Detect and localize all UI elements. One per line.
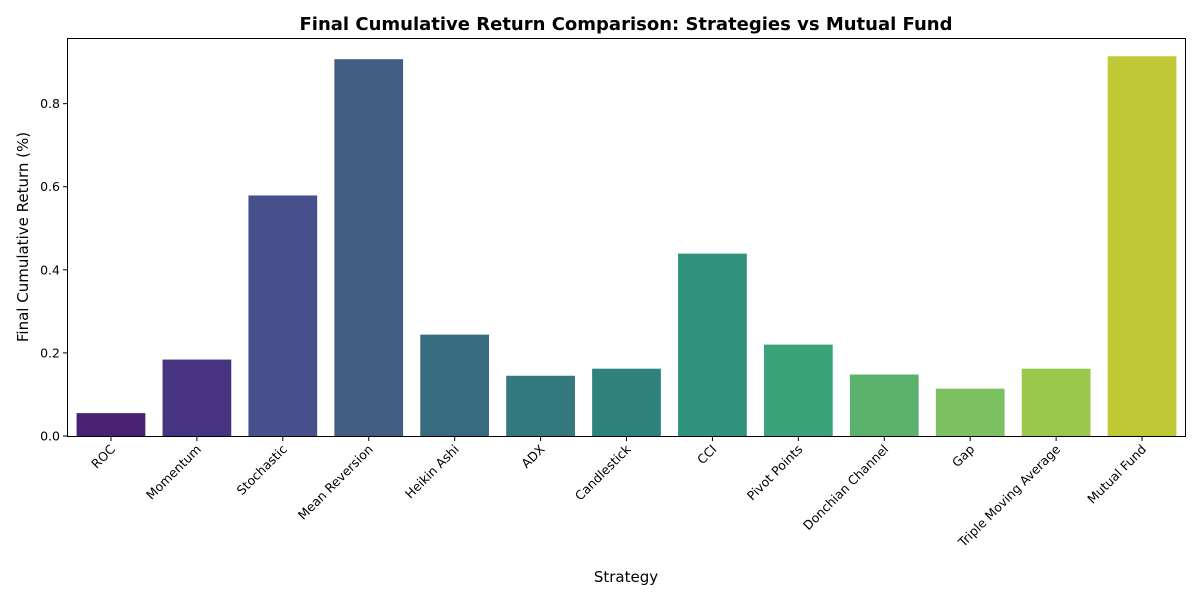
x-tick-label: Mutual Fund [1084,442,1149,507]
y-tick-label: 0.6 [40,179,60,194]
bar [162,359,232,436]
chart-title: Final Cumulative Return Comparison: Stra… [300,14,953,35]
bar [248,195,318,436]
x-tick-label: Donchian Channel [800,442,891,533]
x-tick-label: Heikin Ashi [402,442,462,502]
x-tick-label: Gap [949,441,978,470]
x-tick-label: Momentum [143,442,204,503]
x-tick-label: Candlestick [572,441,634,503]
bar [849,374,919,436]
bar [763,344,833,436]
x-tick-label: Stochastic [234,441,290,497]
bar [506,375,575,436]
bar [334,59,404,436]
plot-frame [67,38,1186,437]
bar [1021,368,1091,436]
x-tick-label: CCI [694,442,720,468]
x-tick-label: Mean Reversion [295,442,376,523]
bar [76,413,146,436]
bar [935,388,1005,436]
y-tick-label: 0.2 [40,345,60,360]
y-tick-label: 0.0 [40,429,60,444]
bar [592,368,661,436]
bar [420,334,490,436]
y-axis-label: Final Cumulative Return (%) [14,132,32,342]
x-tick-label: ROC [88,441,118,471]
x-tick-label: Pivot Points [744,442,806,504]
x-tick-label: ADX [518,441,548,471]
bar [1107,56,1177,436]
y-tick-label: 0.4 [40,262,60,277]
y-tick-label: 0.8 [40,96,60,111]
x-axis: ROC Momentum Stochastic Mean Reversion Heiki… [88,436,1149,550]
y-axis: 0.0 0.2 0.4 0.6 0.8 [40,96,68,444]
bar [678,253,747,436]
x-axis-label: Strategy [594,568,658,586]
bars-group [76,56,1177,436]
